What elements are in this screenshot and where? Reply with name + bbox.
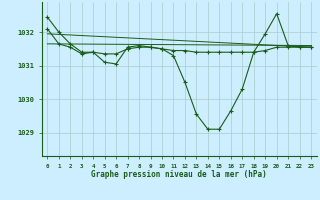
X-axis label: Graphe pression niveau de la mer (hPa): Graphe pression niveau de la mer (hPa) [91, 170, 267, 179]
